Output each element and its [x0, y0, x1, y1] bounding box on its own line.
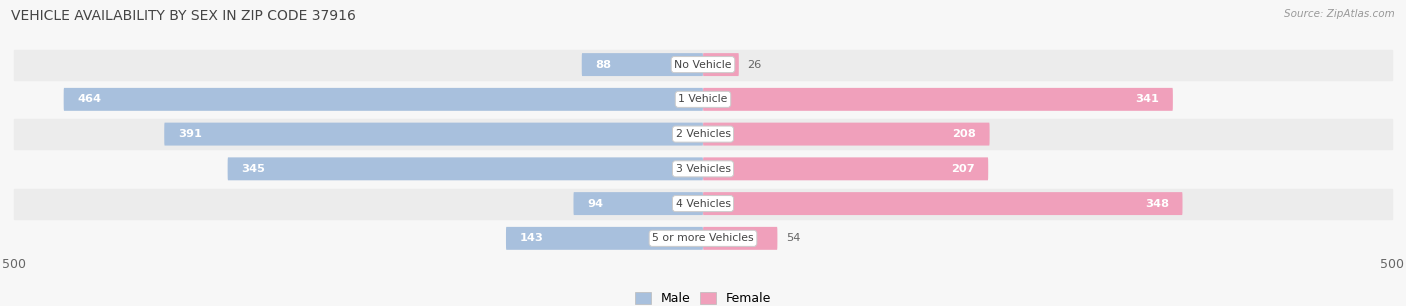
FancyBboxPatch shape: [63, 88, 703, 111]
Text: 54: 54: [786, 233, 800, 243]
Bar: [14, 50, 1392, 80]
FancyBboxPatch shape: [703, 227, 778, 250]
Text: 207: 207: [950, 164, 974, 174]
Text: 341: 341: [1135, 94, 1159, 104]
Text: 94: 94: [588, 199, 603, 209]
Text: 391: 391: [179, 129, 202, 139]
FancyBboxPatch shape: [703, 157, 988, 180]
Text: 88: 88: [596, 60, 612, 69]
FancyBboxPatch shape: [703, 192, 1182, 215]
Bar: [14, 119, 1392, 149]
Text: VEHICLE AVAILABILITY BY SEX IN ZIP CODE 37916: VEHICLE AVAILABILITY BY SEX IN ZIP CODE …: [11, 9, 356, 23]
Legend: Male, Female: Male, Female: [636, 292, 770, 305]
FancyBboxPatch shape: [703, 53, 738, 76]
Text: 348: 348: [1144, 199, 1168, 209]
Bar: [14, 154, 1392, 184]
Text: 208: 208: [952, 129, 976, 139]
FancyBboxPatch shape: [574, 192, 703, 215]
Text: 345: 345: [242, 164, 266, 174]
FancyBboxPatch shape: [582, 53, 703, 76]
Bar: [14, 189, 1392, 218]
FancyBboxPatch shape: [703, 88, 1173, 111]
FancyBboxPatch shape: [228, 157, 703, 180]
Text: No Vehicle: No Vehicle: [675, 60, 731, 69]
Text: 464: 464: [77, 94, 101, 104]
Text: 2 Vehicles: 2 Vehicles: [675, 129, 731, 139]
FancyBboxPatch shape: [703, 123, 990, 146]
Text: 1 Vehicle: 1 Vehicle: [678, 94, 728, 104]
Bar: [14, 223, 1392, 253]
Text: 3 Vehicles: 3 Vehicles: [675, 164, 731, 174]
FancyBboxPatch shape: [165, 123, 703, 146]
Text: 26: 26: [747, 60, 761, 69]
Text: Source: ZipAtlas.com: Source: ZipAtlas.com: [1284, 9, 1395, 19]
FancyBboxPatch shape: [506, 227, 703, 250]
Text: 4 Vehicles: 4 Vehicles: [675, 199, 731, 209]
Text: 143: 143: [520, 233, 544, 243]
Text: 5 or more Vehicles: 5 or more Vehicles: [652, 233, 754, 243]
Bar: [14, 84, 1392, 114]
